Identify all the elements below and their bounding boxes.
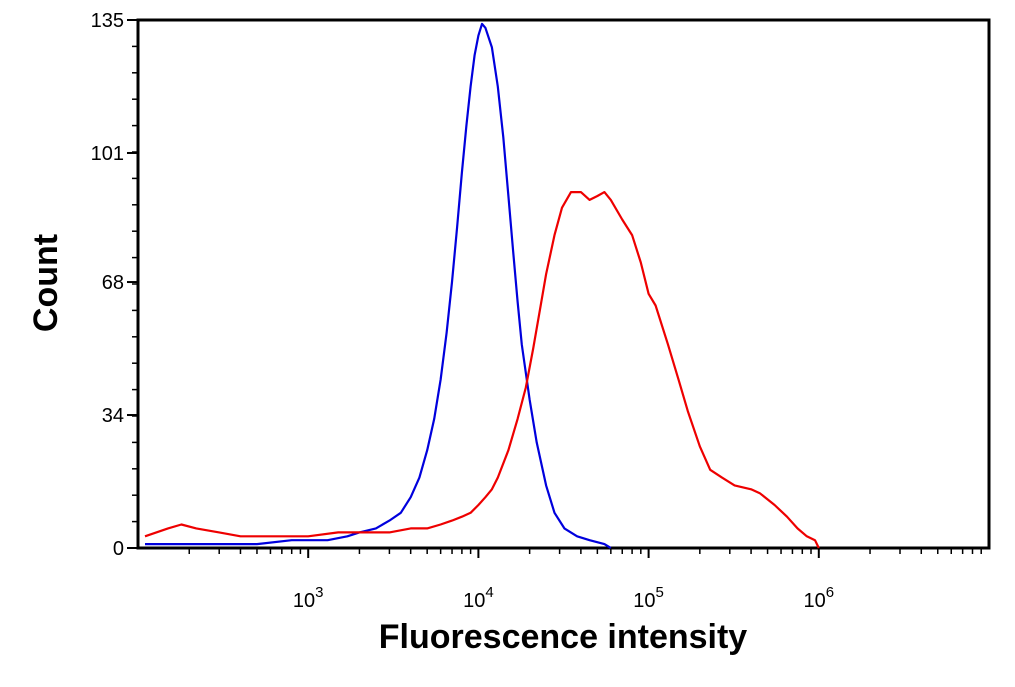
series-line-2: [144, 191, 820, 549]
y-tick-label: 68: [102, 272, 124, 294]
x-axis-label: Fluorescence intensity: [379, 618, 748, 656]
y-tick-label: 0: [113, 538, 124, 560]
y-axis-label: Count: [27, 234, 65, 332]
x-axis-ticks: 103 104 105 106: [188, 548, 982, 612]
x-tick-label: 103: [293, 584, 324, 612]
x-tick-label: 106: [804, 584, 835, 612]
y-axis-ticks: 0 34 68 101 135: [91, 10, 138, 560]
x-tick-label: 104: [463, 584, 494, 612]
x-tick-label: 105: [633, 584, 664, 612]
y-tick-label: 135: [91, 10, 124, 32]
series-layer: [144, 22, 820, 549]
y-tick-label: 34: [102, 405, 124, 427]
y-tick-label: 101: [91, 143, 124, 165]
plot-area-frame: [136, 18, 991, 550]
series-line-1: [145, 22, 612, 549]
